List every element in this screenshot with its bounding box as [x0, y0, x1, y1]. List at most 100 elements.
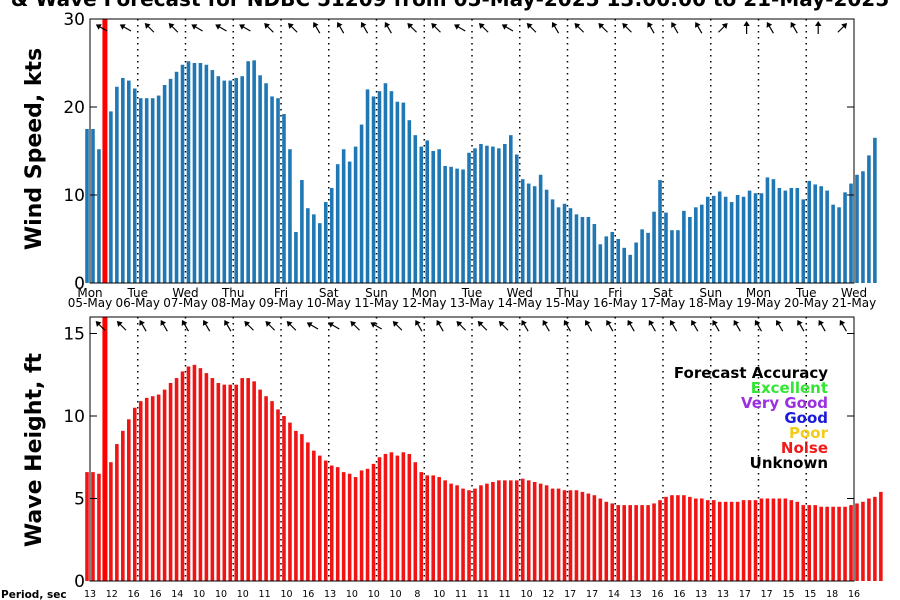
- bar: [252, 60, 256, 283]
- bar: [705, 500, 710, 581]
- period-value: 11: [477, 589, 489, 600]
- bar: [562, 203, 567, 283]
- bar: [443, 165, 447, 283]
- bar: [753, 193, 758, 283]
- bar: [825, 190, 829, 283]
- date-label: 06-May: [116, 296, 160, 310]
- period-value: 10: [346, 589, 358, 600]
- bar: [341, 149, 346, 283]
- date-label: 10-May: [307, 296, 351, 310]
- bar: [795, 501, 800, 581]
- bar: [491, 482, 495, 581]
- date-label: 13-May: [450, 296, 494, 310]
- bar: [819, 186, 823, 283]
- period-value: 11: [455, 589, 467, 600]
- bar: [210, 378, 215, 581]
- bar: [419, 472, 424, 581]
- bar: [168, 383, 173, 581]
- bar: [491, 146, 495, 283]
- bar: [765, 498, 770, 581]
- bar: [389, 91, 394, 283]
- date-label: 14-May: [498, 296, 542, 310]
- bar: [473, 488, 477, 581]
- bar: [264, 396, 268, 581]
- bar: [604, 236, 609, 283]
- wind-speed-plot: 0 10 20 30: [63, 10, 877, 294]
- date-label: 12-May: [402, 296, 446, 310]
- bar: [419, 146, 424, 283]
- direction-arrow-icon: [542, 319, 550, 332]
- direction-arrow-icon: [95, 24, 108, 32]
- bar: [568, 208, 573, 283]
- bar: [538, 483, 543, 581]
- direction-arrow-icon: [669, 319, 678, 332]
- bar: [807, 505, 812, 581]
- bar: [335, 164, 340, 283]
- period-value: 10: [368, 589, 380, 600]
- direction-arrow-icon: [191, 24, 203, 32]
- y-tick-label: 5: [74, 490, 85, 510]
- bar: [586, 217, 591, 283]
- bar: [646, 232, 650, 283]
- bar: [831, 506, 835, 581]
- direction-arrow-icon: [818, 319, 826, 332]
- bar: [574, 214, 579, 283]
- bar: [240, 378, 244, 581]
- bar: [306, 442, 310, 581]
- bar: [526, 480, 531, 581]
- direction-arrow-icon: [712, 319, 720, 332]
- direction-arrow-icon: [695, 21, 703, 34]
- bar: [479, 143, 483, 283]
- bar: [371, 463, 376, 581]
- period-value: 13: [630, 589, 642, 600]
- day-of-week-label: Sat: [653, 286, 673, 300]
- direction-arrow-icon: [477, 321, 488, 331]
- direction-arrow-icon: [286, 321, 297, 331]
- period-value: 10: [433, 589, 445, 600]
- bar: [747, 500, 752, 581]
- bar: [837, 207, 841, 283]
- bar: [676, 495, 680, 581]
- bar: [688, 496, 692, 581]
- bar: [694, 498, 698, 581]
- bar: [819, 506, 823, 581]
- direction-arrow-icon: [360, 21, 369, 34]
- direction-arrow-icon: [790, 21, 798, 34]
- direction-arrow-icon: [671, 21, 679, 34]
- bar: [198, 368, 203, 581]
- period-value: 16: [651, 589, 663, 600]
- bar: [312, 450, 316, 581]
- bar: [97, 149, 101, 283]
- bar: [138, 98, 143, 283]
- bar: [705, 196, 710, 283]
- bar: [604, 501, 609, 581]
- bar: [270, 401, 274, 581]
- bar: [628, 254, 632, 283]
- bar: [234, 77, 239, 284]
- period-value: 12: [106, 589, 118, 600]
- date-label: 05-May: [68, 296, 112, 310]
- date-label: 07-May: [163, 296, 207, 310]
- direction-arrow-icon: [454, 24, 466, 32]
- day-of-week-label: Tue: [127, 286, 149, 300]
- bar: [825, 506, 829, 581]
- period-value: 10: [521, 589, 533, 600]
- bar: [520, 179, 525, 283]
- period-value: 17: [739, 589, 751, 600]
- period-value: 16: [149, 589, 161, 600]
- legend-item: Excellent: [751, 379, 828, 397]
- bar: [150, 98, 155, 283]
- period-value: 16: [848, 589, 860, 600]
- bar: [425, 475, 430, 581]
- bar: [729, 202, 734, 283]
- bar: [192, 364, 197, 581]
- bar: [91, 129, 95, 283]
- bar: [156, 394, 161, 581]
- date-label: 16-May: [593, 296, 637, 310]
- direction-arrow-icon: [622, 23, 632, 33]
- direction-arrow-icon: [119, 24, 132, 32]
- period-value: 8: [414, 589, 420, 600]
- legend-item: Good: [784, 409, 828, 427]
- bar: [347, 161, 352, 283]
- day-of-week-label: Mon: [412, 286, 437, 300]
